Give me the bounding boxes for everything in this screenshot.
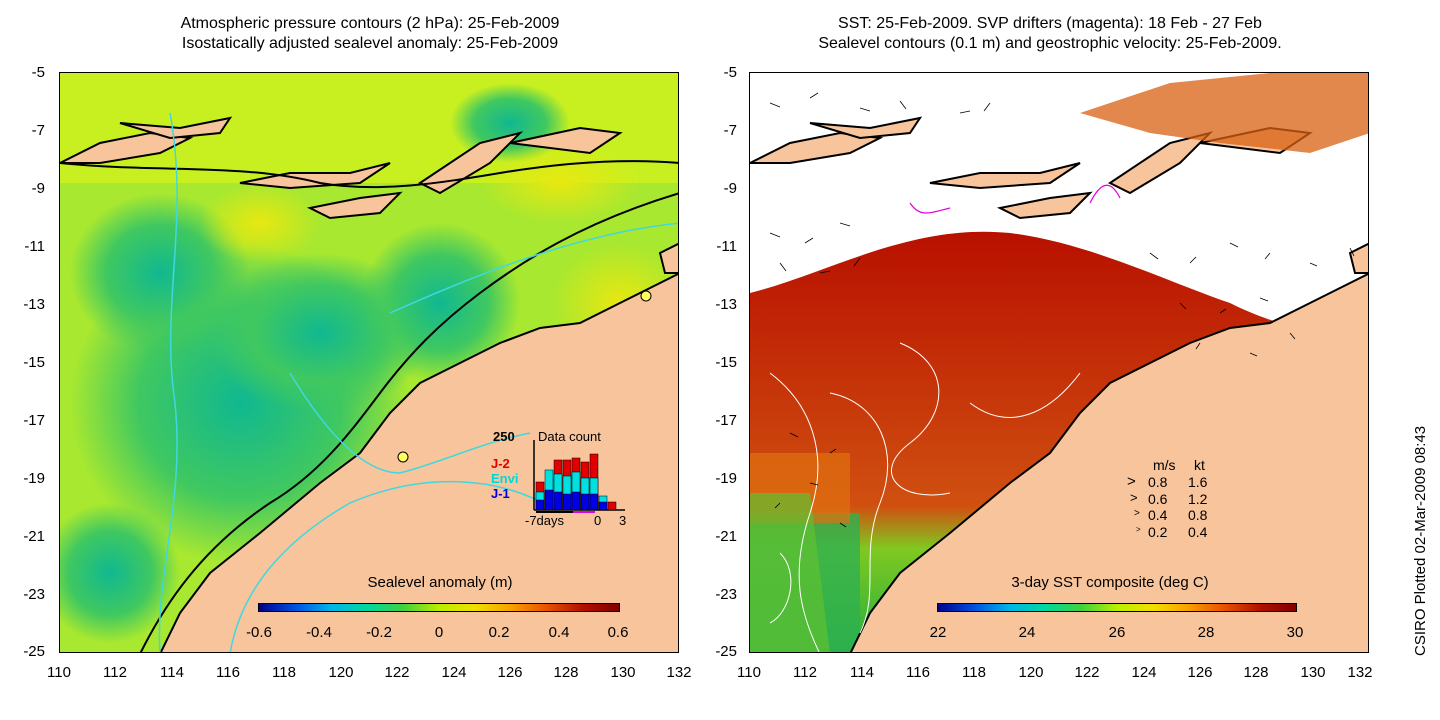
colorbar-tick: 28 [1197, 624, 1215, 641]
velocity-arrow-icon: > [1130, 490, 1138, 505]
x-tick: 118 [272, 664, 296, 681]
y-tick: -7 [723, 122, 737, 139]
x-tick: 110 [47, 664, 71, 681]
x-tick: 112 [793, 664, 817, 681]
x-tick: 122 [384, 664, 410, 681]
y-tick: -25 [715, 643, 737, 660]
velocity-arrow-icon: > [1134, 508, 1140, 519]
velocity-arrow-icon: > [1136, 525, 1141, 534]
x-tick: 116 [906, 664, 930, 681]
velocity-legend-ms: 0.4 [1148, 507, 1168, 523]
plot-credit: CSIRO Plotted 02-Mar-2009 08:43 [1412, 425, 1429, 656]
colorbar-tick: 0.4 [548, 624, 570, 641]
right-title: SST: 25-Feb-2009. SVP drifters (magenta)… [710, 14, 1390, 54]
x-tick: 120 [1018, 664, 1044, 681]
x-tick: 126 [497, 664, 523, 681]
x-tick: 128 [553, 664, 579, 681]
velocity-arrow-icon: > [1127, 473, 1136, 490]
velocity-legend-kt: 0.4 [1188, 524, 1208, 540]
inset-max-label: 250 [493, 429, 515, 444]
y-tick: -21 [715, 528, 737, 545]
x-tick: 130 [610, 664, 636, 681]
colorbar-tick: 22 [929, 624, 947, 641]
velocity-legend-ms: 0.2 [1148, 524, 1168, 540]
y-tick: -11 [716, 238, 737, 255]
y-tick: -23 [715, 586, 737, 603]
colorbar-tick: 24 [1018, 624, 1036, 641]
sst-colorbar-label: 3-day SST composite (deg C) [1011, 574, 1209, 591]
inset-series-j1: J-1 [491, 486, 510, 501]
y-tick: -11 [24, 238, 45, 255]
x-tick: 114 [160, 664, 184, 681]
right-title-line1: SST: 25-Feb-2009. SVP drifters (magenta)… [838, 15, 1262, 32]
colorbar-tick: -0.4 [306, 624, 332, 641]
velocity-arrows [769, 92, 1355, 528]
velocity-legend-ms: 0.8 [1148, 474, 1168, 490]
y-tick: -13 [23, 296, 45, 313]
y-tick: -15 [23, 354, 45, 371]
velocity-legend-kt-header: kt [1194, 457, 1205, 473]
y-tick: -5 [723, 64, 737, 81]
x-tick: 132 [1347, 664, 1373, 681]
colorbar-tick: 30 [1286, 624, 1304, 641]
x-tick: 130 [1300, 664, 1326, 681]
velocity-legend-kt: 0.8 [1188, 507, 1208, 523]
left-title-line1: Atmospheric pressure contours (2 hPa): 2… [180, 15, 560, 32]
sst-colorbar [937, 603, 1297, 612]
sst-map [749, 72, 1369, 653]
y-tick: -23 [23, 586, 45, 603]
velocity-legend-ms: 0.6 [1148, 491, 1168, 507]
right-title-line2: Sealevel contours (0.1 m) and geostrophi… [818, 35, 1282, 52]
y-tick: -7 [31, 122, 45, 139]
sst-field [750, 73, 1368, 652]
x-tick: 112 [103, 664, 127, 681]
colorbar-tick: 0 [434, 624, 444, 641]
x-tick: 124 [1131, 664, 1157, 681]
y-tick: -21 [23, 528, 45, 545]
inset-x-label-start: -7days [525, 513, 565, 528]
x-tick: 116 [216, 664, 240, 681]
velocity-legend-ms-header: m/s [1153, 457, 1176, 473]
inset-series-envi: Envi [491, 471, 519, 486]
y-tick: -17 [23, 412, 45, 429]
inset-histogram [533, 440, 625, 513]
y-tick: -9 [31, 180, 45, 197]
y-tick: -17 [715, 412, 737, 429]
y-tick: -19 [715, 470, 737, 487]
colorbar-tick: 26 [1108, 624, 1126, 641]
y-tick: -13 [715, 296, 737, 313]
inset-series-j2: J-2 [491, 456, 510, 471]
y-tick: -9 [723, 180, 737, 197]
sla-colorbar-label: Sealevel anomaly (m) [367, 574, 513, 591]
x-tick: 114 [850, 664, 874, 681]
left-title-line2: Isostatically adjusted sealevel anomaly:… [181, 35, 559, 52]
colorbar-tick: 0.2 [488, 624, 510, 641]
inset-title: Data count [538, 429, 601, 444]
colorbar-tick: 0.6 [607, 624, 629, 641]
x-tick: 128 [1243, 664, 1269, 681]
velocity-legend-kt: 1.2 [1188, 491, 1208, 507]
colorbar-tick: -0.2 [366, 624, 392, 641]
x-tick: 120 [328, 664, 354, 681]
x-tick: 132 [666, 664, 692, 681]
x-tick: 122 [1074, 664, 1100, 681]
inset-x-label-zero: 0 [594, 513, 602, 528]
colorbar-tick: -0.6 [246, 624, 272, 641]
inset-x-label-end: 3 [619, 513, 627, 528]
y-tick: -19 [23, 470, 45, 487]
velocity-legend-kt: 1.6 [1188, 474, 1208, 490]
histogram-bars [535, 453, 617, 511]
sla-colorbar [258, 603, 620, 612]
sealevel-anomaly-field [60, 73, 678, 652]
x-tick: 126 [1187, 664, 1213, 681]
y-tick: -5 [31, 64, 45, 81]
x-tick: 124 [441, 664, 467, 681]
x-tick: 110 [737, 664, 761, 681]
left-title: Atmospheric pressure contours (2 hPa): 2… [40, 14, 700, 54]
y-tick: -15 [715, 354, 737, 371]
sealevel-anomaly-map [59, 72, 679, 653]
x-tick: 118 [962, 664, 986, 681]
y-tick: -25 [23, 643, 45, 660]
